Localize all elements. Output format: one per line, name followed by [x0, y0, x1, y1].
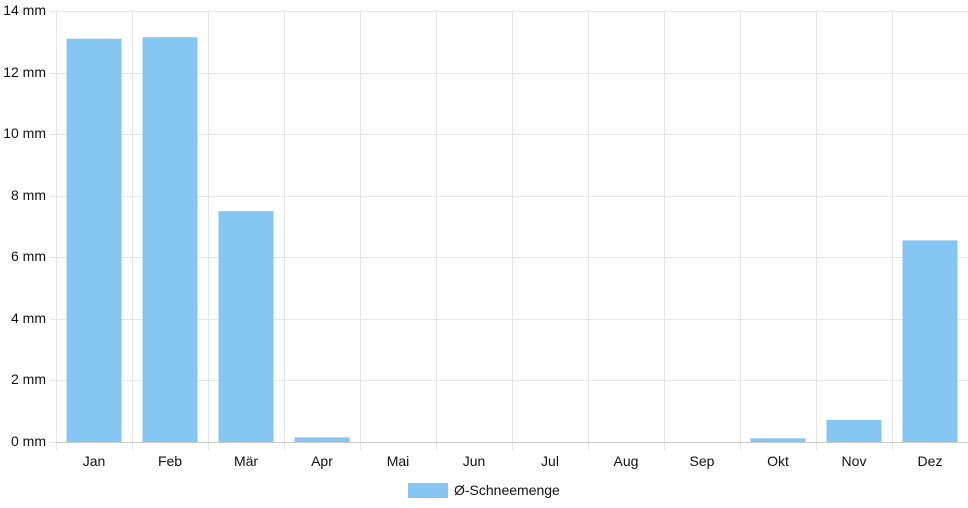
x-tick-label: Sep: [690, 453, 715, 469]
bar-jan: [66, 38, 122, 443]
bars-layer: [66, 37, 958, 443]
x-tick-label: Okt: [767, 453, 789, 469]
x-tick-label: Jan: [83, 453, 106, 469]
bar-nov: [826, 419, 882, 442]
grid-layer: [50, 11, 968, 450]
x-tick-label: Nov: [842, 453, 867, 469]
x-tick-label: Jun: [463, 453, 486, 469]
x-tick-label: Feb: [158, 453, 182, 469]
bar-mär: [218, 211, 274, 442]
y-tick-label: 4 mm: [11, 310, 46, 326]
x-tick-label: Dez: [918, 453, 943, 469]
x-tick-label: Apr: [311, 453, 333, 469]
y-tick-label: 14 mm: [3, 2, 46, 18]
y-tick-label: 10 mm: [3, 125, 46, 141]
legend: Ø-Schneemenge: [408, 482, 560, 498]
bar-feb: [142, 37, 198, 443]
bar-apr: [294, 437, 350, 442]
y-tick-label: 12 mm: [3, 64, 46, 80]
x-tick-label: Aug: [614, 453, 639, 469]
x-tick-label: Jul: [541, 453, 559, 469]
bar-dez: [902, 240, 958, 442]
x-tick-label: Mär: [234, 453, 258, 469]
x-tick-label: Mai: [387, 453, 410, 469]
bar-okt: [750, 438, 806, 442]
y-tick-label: 0 mm: [11, 433, 46, 449]
legend-swatch: [408, 483, 448, 498]
y-axis: 0 mm 2 mm 4 mm 6 mm 8 mm 10 mm 12 mm 14 mm: [3, 2, 46, 449]
y-tick-label: 2 mm: [11, 371, 46, 387]
legend-label: Ø-Schneemenge: [454, 482, 560, 498]
x-axis: Jan Feb Mär Apr Mai Jun Jul Aug Sep Okt Nov Dez: [56, 442, 968, 469]
y-tick-label: 8 mm: [11, 187, 46, 203]
y-tick-label: 6 mm: [11, 248, 46, 264]
